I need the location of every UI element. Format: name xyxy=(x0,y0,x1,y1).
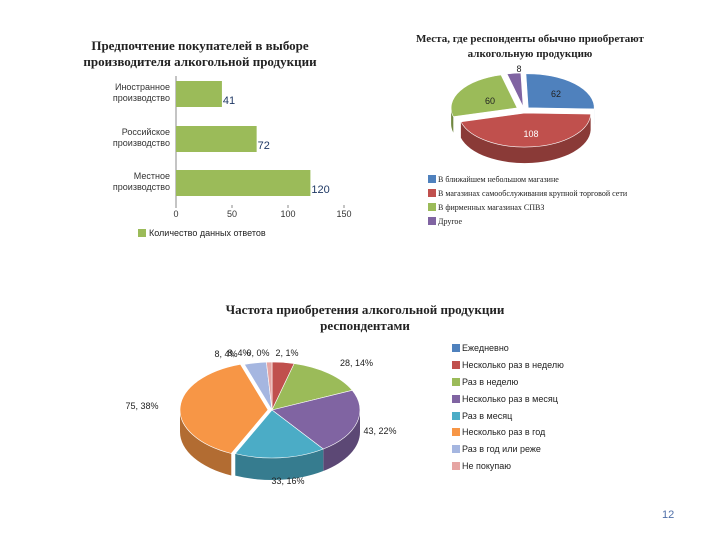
pie1-chart-title: Места, где респонденты обычно приобретаю… xyxy=(416,33,644,60)
bar-value-label: 72 xyxy=(258,140,270,152)
bar-chart-title: Предпочтение покупателей в выборе произв… xyxy=(83,38,317,69)
pie-data-label: 8 xyxy=(516,64,521,74)
legend-label: Не покупаю xyxy=(462,460,512,471)
bar-x-tick-label: 0 xyxy=(173,209,178,219)
pie-slice xyxy=(525,73,595,110)
bar-value-label: 41 xyxy=(223,95,235,107)
pie-slice xyxy=(450,74,518,117)
bar-x-tick-label: 150 xyxy=(336,209,351,219)
pie2-legend-item: Не покупаю xyxy=(452,458,564,475)
pie-data-label: 62 xyxy=(551,89,561,99)
pie-slice-side xyxy=(235,449,324,480)
bar xyxy=(176,170,311,196)
pie2-legend-item: Раз в год или реже xyxy=(452,441,564,458)
bar-category-label: Местное производство xyxy=(113,171,170,192)
pie-slice xyxy=(506,72,524,108)
legend-swatch xyxy=(452,377,460,386)
bar-legend: Количество данных ответов xyxy=(138,228,266,238)
pie-slice-side xyxy=(323,410,360,472)
legend-label: Ежедневно xyxy=(462,343,509,354)
pie-data-label: 8, 4% xyxy=(214,349,237,359)
pie-data-label: 43, 22% xyxy=(363,426,396,436)
bar xyxy=(176,81,222,107)
pie-slice xyxy=(179,363,269,454)
legend-swatch xyxy=(428,175,436,183)
bar-x-tick-label: 100 xyxy=(280,209,295,219)
legend-label: В магазинах самообслуживания крупной тор… xyxy=(438,188,628,198)
legend-swatch xyxy=(428,189,436,197)
pie1-legend-item: В магазинах самообслуживания крупной тор… xyxy=(428,186,627,200)
bar-value-label: 120 xyxy=(311,184,329,196)
pie2-legend: Ежедневно Несколько раз в неделю Раз в нед… xyxy=(452,340,564,474)
legend-swatch xyxy=(452,361,460,370)
legend-label: Раз в год или реже xyxy=(462,444,541,455)
pie-slice xyxy=(460,112,591,148)
pie-data-label: 2, 1% xyxy=(275,348,298,358)
pie-data-label: 8, 4% xyxy=(227,348,250,358)
legend-swatch xyxy=(428,217,436,225)
bar-category-label: Российское производство xyxy=(113,127,170,148)
pie1-legend-item: Другое xyxy=(428,214,627,228)
pie2-legend-item: Раз в неделю xyxy=(452,374,564,391)
pie-data-label: 60 xyxy=(485,96,495,106)
pie1-legend-item: В фирменных магазинах СПВЗ xyxy=(428,200,627,214)
pie-data-label: 75, 38% xyxy=(125,401,158,411)
pie2-legend-item: Несколько раз в год xyxy=(452,424,564,441)
pie-slice xyxy=(271,389,361,450)
legend-label: Несколько раз в неделю xyxy=(462,360,564,371)
legend-swatch xyxy=(452,445,460,454)
legend-swatch xyxy=(452,411,460,420)
bar-legend-label: Количество данных ответов xyxy=(149,228,266,238)
legend-swatch xyxy=(452,428,460,437)
pie2-legend-item: Раз в месяц xyxy=(452,407,564,424)
legend-swatch xyxy=(428,203,436,211)
legend-label: Другое xyxy=(438,216,463,226)
legend-label: Раз в неделю xyxy=(462,376,519,387)
legend-label: Несколько раз в год xyxy=(462,427,546,438)
legend-swatch xyxy=(452,461,460,470)
bar-x-tick-label: 50 xyxy=(227,209,237,219)
pie-slice xyxy=(271,363,353,411)
pie-slice-side xyxy=(460,114,591,164)
legend-swatch xyxy=(452,344,460,353)
pie-slice xyxy=(266,361,273,411)
pie1-legend: В ближайшем небольшом магазине В магазина… xyxy=(428,172,627,228)
legend-swatch xyxy=(452,394,460,403)
legend-label: Раз в месяц xyxy=(462,410,513,421)
bar-category-label: Иностранное производство xyxy=(113,82,170,103)
pie-slice-side xyxy=(451,107,454,133)
pie2-legend-item: Несколько раз в месяц xyxy=(452,390,564,407)
pie2-legend-item: Ежедневно xyxy=(452,340,564,357)
pie-slice xyxy=(234,409,324,459)
page-number: 12 xyxy=(662,509,675,521)
legend-label: В фирменных магазинах СПВЗ xyxy=(438,202,545,212)
pie-slice-side xyxy=(180,409,232,476)
legend-label: В ближайшем небольшом магазине xyxy=(438,174,559,184)
legend-label: Несколько раз в месяц xyxy=(462,393,558,404)
bar xyxy=(176,126,257,152)
pie2-legend-item: Несколько раз в неделю xyxy=(452,357,564,374)
pie-data-label: 28, 14% xyxy=(340,358,373,368)
pie-data-label: 0, 0% xyxy=(246,348,269,358)
pie-data-label: 33, 16% xyxy=(271,476,304,486)
pie2-chart-title: Частота приобретения алкогольной продукц… xyxy=(225,302,505,333)
pie1-legend-item: В ближайшем небольшом магазине xyxy=(428,172,627,186)
pie-data-label: 108 xyxy=(523,129,538,139)
bar-legend-swatch xyxy=(138,229,146,237)
